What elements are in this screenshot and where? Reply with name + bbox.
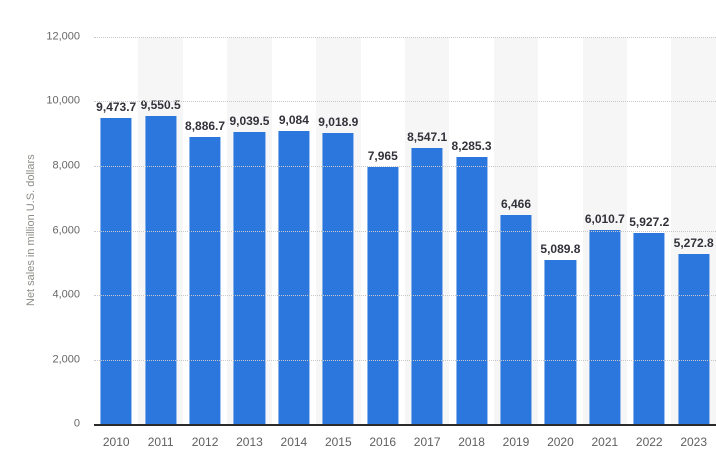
chart-column: 5,272.8 2023 <box>671 37 716 449</box>
chart-column: 9,018.9 2015 <box>316 37 361 449</box>
y-axis-ticks: 0 2,000 4,000 6,000 8,000 10,000 12,000 <box>0 31 80 429</box>
bar-value-label: 9,039.5 <box>229 114 270 129</box>
bar-2020[interactable] <box>544 259 576 424</box>
x-axis-label: 2021 <box>591 435 619 449</box>
chart-column: 9,473.7 2010 <box>94 37 138 449</box>
bar-value-label: 5,927.2 <box>629 214 670 229</box>
x-axis-label: 2020 <box>547 435 574 449</box>
chart-column: 7,965 2016 <box>361 37 405 449</box>
bar-2013[interactable] <box>233 132 266 424</box>
bar-2017[interactable] <box>411 148 443 424</box>
x-axis-label: 2014 <box>280 435 308 449</box>
x-axis-label: 2010 <box>102 435 130 449</box>
bar-value-label: 8,547.1 <box>407 130 448 145</box>
bar-value-label: 7,965 <box>367 149 398 164</box>
chart-column: 5,089.8 2020 <box>538 37 582 449</box>
plot-area: 9,473.7 2010 9,550.5 2011 8,886.7 2012 9,039.5… <box>94 37 716 449</box>
bar-value-label: 8,285.3 <box>451 138 492 153</box>
y-tick-label: 8,000 <box>52 159 80 172</box>
y-tick-label: 2,000 <box>52 353 80 365</box>
bar-value-label: 9,084 <box>278 113 309 128</box>
bar-value-label: 9,550.5 <box>140 98 181 112</box>
y-tick-label: 12,000 <box>46 30 80 43</box>
x-axis-label: 2013 <box>236 435 263 449</box>
x-axis-label: 2015 <box>324 435 352 449</box>
chart-column: 8,547.1 2017 <box>404 37 450 449</box>
bar-2018[interactable] <box>456 156 488 424</box>
bar-value-label: 6,010.7 <box>584 212 625 227</box>
bar-2021[interactable] <box>589 230 621 424</box>
bar-2014[interactable] <box>278 131 310 424</box>
y-tick-label: 6,000 <box>52 224 80 236</box>
chart-column: 9,084 2014 <box>272 37 316 449</box>
bar-2019[interactable] <box>500 215 532 424</box>
plot-columns: 9,473.7 2010 9,550.5 2011 8,886.7 2012 9,039.5… <box>94 37 716 449</box>
bar-value-label: 8,886.7 <box>185 119 226 134</box>
chart-column: 6,010.7 2021 <box>582 37 628 449</box>
bar-2010[interactable] <box>100 118 132 424</box>
y-tick-label: 4,000 <box>52 288 80 301</box>
chart-column: 8,886.7 2012 <box>183 37 227 449</box>
bar-value-label: 9,473.7 <box>96 100 137 115</box>
bar-value-label: 9,018.9 <box>318 115 359 130</box>
chart-column: 8,285.3 2018 <box>449 37 493 449</box>
bar-value-label: 6,466 <box>500 197 532 212</box>
chart-column: 9,550.5 2011 <box>138 37 183 449</box>
x-axis-label: 2018 <box>458 435 485 449</box>
y-tick-label: 0 <box>73 417 80 430</box>
x-axis-label: 2017 <box>413 435 441 449</box>
chart-column: 9,039.5 2013 <box>227 37 272 449</box>
x-axis-label: 2016 <box>369 435 397 449</box>
bar-2023[interactable] <box>678 253 710 424</box>
bar-2012[interactable] <box>189 137 221 424</box>
bar-2011[interactable] <box>145 116 177 424</box>
bar-2022[interactable] <box>633 232 665 424</box>
chart-column: 6,466 2019 <box>493 37 539 449</box>
x-axis-label: 2011 <box>147 435 174 449</box>
bar-2016[interactable] <box>367 167 399 424</box>
bar-2015[interactable] <box>322 133 354 424</box>
bar-value-label: 5,089.8 <box>540 241 581 256</box>
y-tick-label: 10,000 <box>46 94 80 107</box>
x-axis-label: 2012 <box>191 435 219 449</box>
x-axis-label: 2023 <box>680 435 708 449</box>
bar-value-label: 5,272.8 <box>673 235 714 250</box>
chart-column: 5,927.2 2022 <box>627 37 671 449</box>
x-axis-label: 2019 <box>502 435 530 449</box>
x-axis-label: 2022 <box>635 435 663 449</box>
